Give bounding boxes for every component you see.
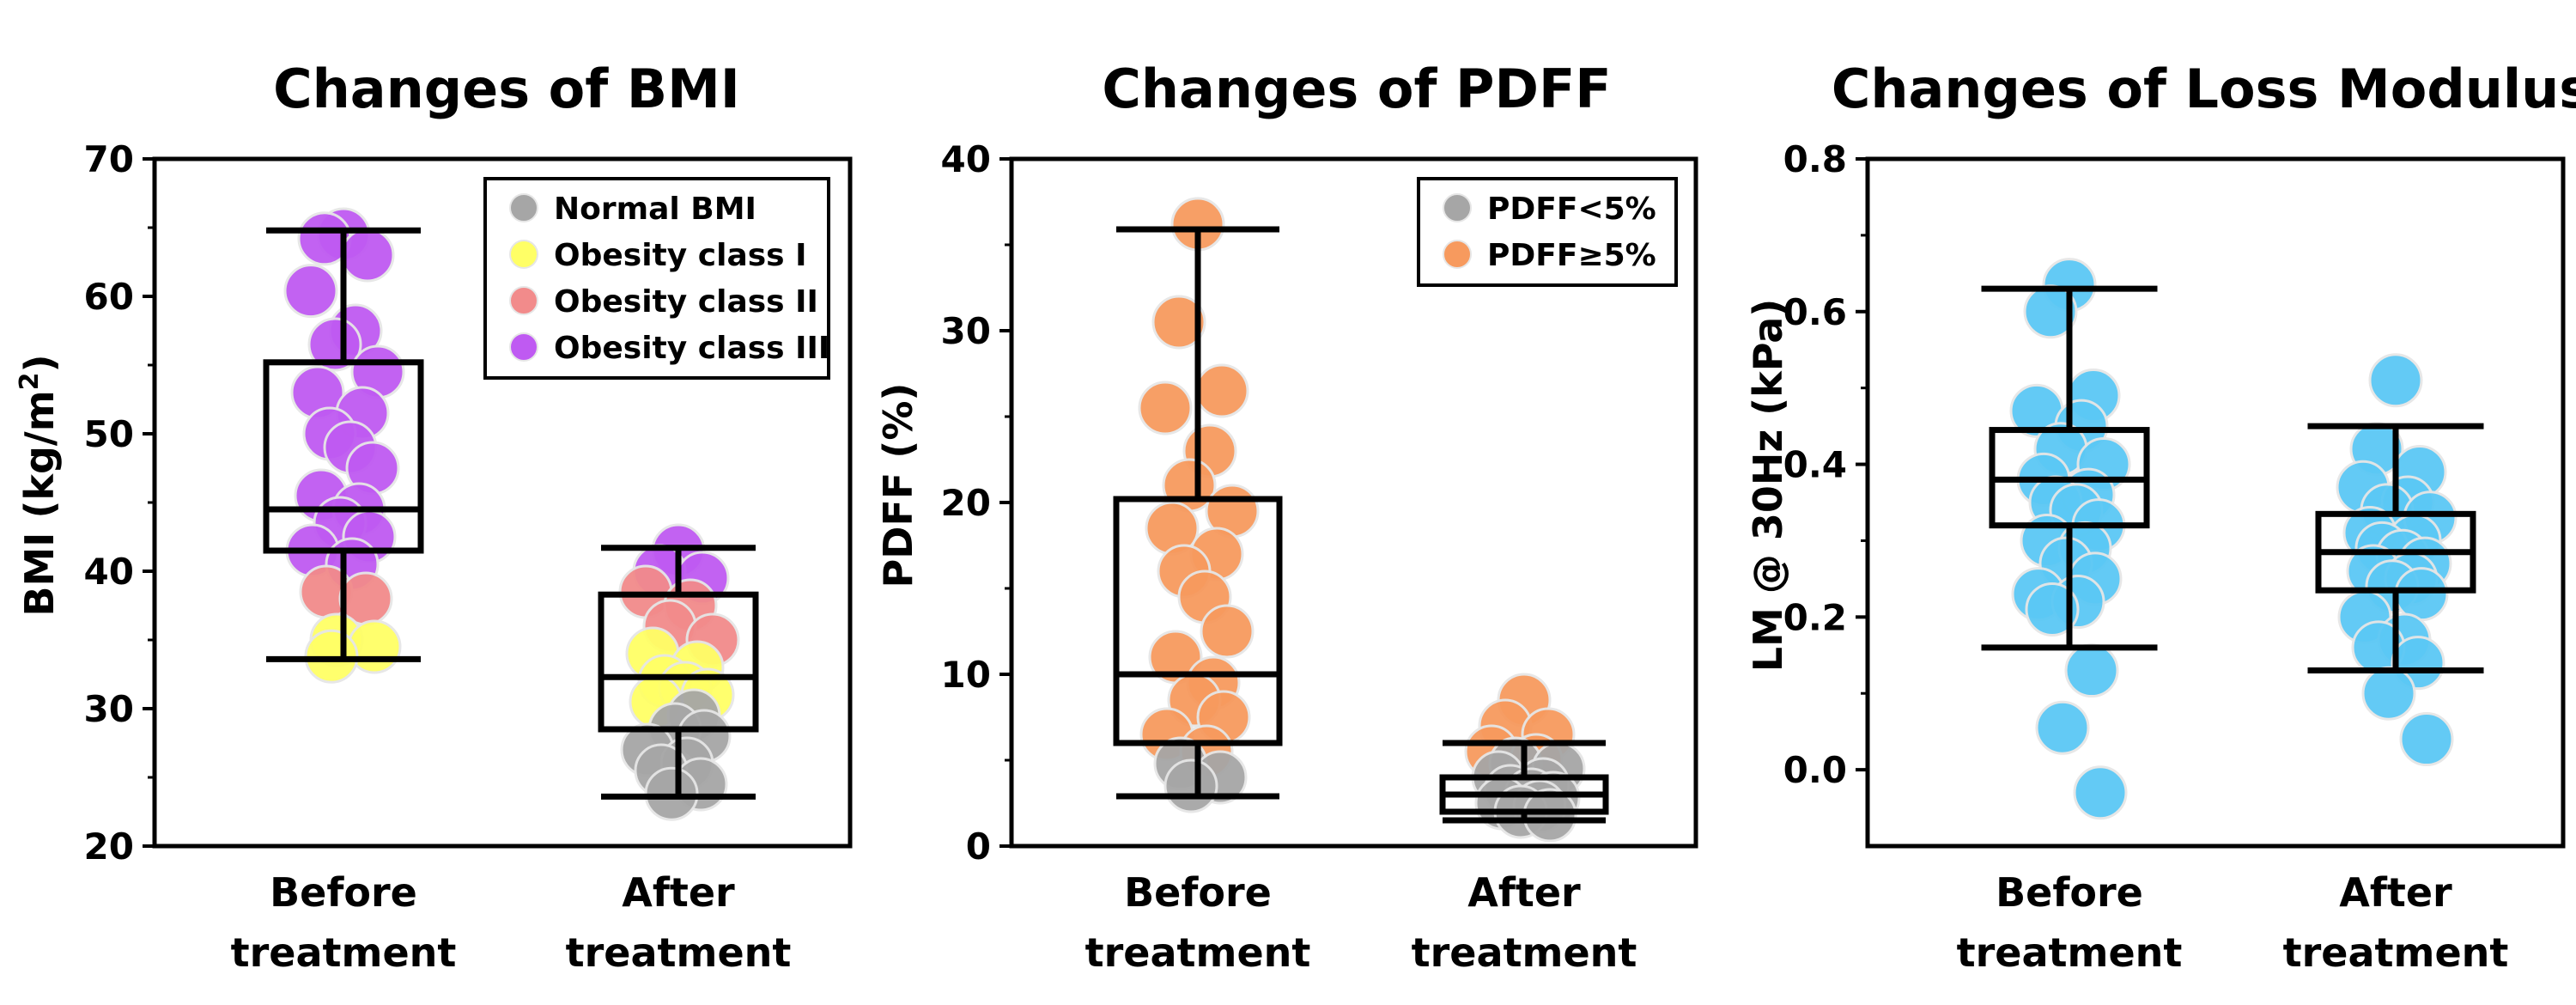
data-point [1194,363,1249,418]
legend-label: PDFF≥5% [1487,238,1656,273]
data-point [2394,567,2449,622]
x-category-label: Before [1124,869,1272,916]
y-tick-label: 70 [84,138,134,180]
y-tick-label: 0.0 [1783,749,1847,791]
chart-title: Changes of Loss Modulus [1832,58,2576,120]
data-point [1138,381,1193,436]
box-iqr [598,591,759,733]
data-point [2073,765,2128,820]
data-point [2035,700,2090,755]
data-point [1151,295,1206,350]
y-tick-label: 40 [941,138,991,180]
legend-label: Normal BMI [554,192,756,227]
legend: Normal BMI Obesity class I Obesity class I… [483,177,830,380]
y-axis-label-main: BMI (kg/m [16,390,63,616]
legend-marker [1443,240,1472,269]
data-point [1200,604,1255,659]
legend-label: Obesity class II [554,284,818,320]
x-category-label: Before [270,869,417,916]
data-point [2064,643,2119,698]
plot-area: 0 10 20 30 40 Before treatment After treatment PD… [941,138,1698,976]
legend: PDFF<5% PDFF≥5% [1417,177,1678,287]
y-axis-label: BMI (kg/m2) [15,354,63,616]
data-point [340,228,395,283]
legend-marker [509,240,538,269]
box-plot [1981,285,2158,651]
legend-marker [509,332,538,362]
y-tick-label: 60 [84,276,134,318]
legend-label: PDFF<5% [1487,192,1656,227]
x-category-label: After [2339,869,2452,916]
data-points [2009,258,2458,820]
y-axis-label-main: LM @ 30Hz (kPa) [1745,299,1791,673]
panel-loss-modulus: Changes of Loss Modulus LM @ 30Hz (kPa) … [1745,58,2576,976]
x-category-label: treatment [2283,929,2509,976]
y-axis-label-close: ) [16,354,63,372]
x-category-label: After [1467,869,1581,916]
x-category-label: Before [1996,869,2143,916]
data-point [2399,712,2454,767]
data-point [2025,582,2080,636]
data-point [307,317,362,372]
plot-area: 0.0 0.2 0.4 0.6 0.8 Before treatment After treat… [1783,138,2566,976]
x-category-label: treatment [1412,929,1637,976]
box-iqr [1113,496,1283,746]
legend-label: Obesity class I [554,238,807,273]
x-category-label: treatment [1957,929,2183,976]
y-tick-label: 20 [84,825,134,868]
x-category-label: treatment [566,929,792,976]
panel-pdff: Changes of PDFF PDFF (%) 0 10 20 30 40 Before… [875,58,1698,976]
y-axis-label-main: PDFF (%) [875,383,921,588]
y-tick-label: 10 [941,654,991,696]
y-tick-label: 0 [966,825,991,868]
y-axis-label: PDFF (%) [875,383,921,588]
y-axis-label: LM @ 30Hz (kPa) [1745,299,1791,673]
box-plot [1439,740,1609,824]
box-plot [263,227,424,662]
y-tick-label: 0.8 [1783,138,1847,180]
axes-frame [1865,156,2566,849]
legend-box [483,177,830,380]
data-point [2368,353,2423,408]
y-axis-label-superscript: 2 [15,372,45,390]
y-axis-ticks: 20 30 40 50 60 70 [84,138,155,868]
chart-title: Changes of BMI [273,58,740,120]
data-point [2361,666,2416,721]
y-axis-ticks: 0.0 0.2 0.4 0.6 0.8 [1783,138,1868,791]
panel-bmi: Changes of BMI BMI (kg/m2) 20 30 40 50 60 70 B… [15,58,853,976]
plot-area: 20 30 40 50 60 70 Before treatment After treatmen… [84,138,853,976]
data-point [1163,758,1218,813]
y-tick-label: 30 [84,688,134,730]
legend-marker [509,286,538,315]
chart-title: Changes of PDFF [1102,58,1611,120]
y-axis-ticks: 0 10 20 30 40 [941,138,1012,868]
legend-label: Obesity class III [554,331,829,366]
box-plot [1113,226,1283,800]
x-category-label: After [622,869,735,916]
x-category-label: treatment [231,929,457,976]
data-point [283,264,338,319]
y-tick-label: 0.4 [1783,444,1847,486]
y-tick-label: 40 [84,551,134,593]
y-tick-label: 0.2 [1783,596,1847,638]
y-tick-label: 20 [941,482,991,524]
x-category-label: treatment [1085,929,1311,976]
box-plot [2307,423,2484,674]
box-plot [598,545,759,800]
box-iqr [263,359,424,554]
y-tick-label: 50 [84,413,134,455]
legend-marker [509,193,538,222]
legend-marker [1443,193,1472,222]
y-tick-label: 0.6 [1783,291,1847,333]
y-tick-label: 30 [941,310,991,352]
